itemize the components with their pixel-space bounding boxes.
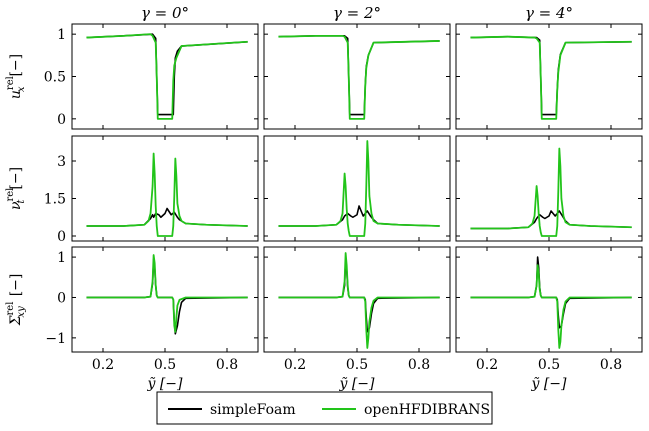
y-tick-label: 0: [57, 112, 66, 128]
x-tick-label: 0.2: [284, 357, 306, 373]
series-line-simplefoam: [86, 207, 248, 227]
series-line-simplefoam: [278, 35, 440, 116]
x-tick-label: 0.8: [600, 357, 622, 373]
panel-frame: [263, 23, 451, 130]
x-tick-label: 0.5: [538, 357, 560, 373]
legend-entry: simpleFoam: [210, 402, 296, 418]
x-axis-label: ỹ [−]: [338, 376, 375, 392]
row-y-axis-label: Σrelxy[−]: [5, 274, 27, 327]
panel: [263, 23, 451, 130]
panel: [263, 135, 451, 242]
row-y-axis-label: νrelt[−]: [5, 167, 27, 210]
panel-frame: [71, 246, 259, 353]
series-line-simplefoam: [278, 258, 440, 333]
series-line-simplefoam: [86, 258, 248, 335]
legend-entry: openHFDIBRANS: [364, 402, 490, 418]
panel: −1 0 1 0.2 0.5 0.8 ỹ [−]: [45, 246, 259, 392]
series-line-simplefoam: [86, 33, 248, 116]
x-axis-label: ỹ [−]: [530, 376, 567, 392]
x-tick-label: 0.2: [92, 357, 114, 373]
panel: 0.2 0.5 0.8 ỹ [−]: [455, 246, 643, 392]
series-line-openhfdibrans: [470, 35, 632, 120]
x-tick-label: 0.5: [346, 357, 368, 373]
panel: [455, 23, 643, 130]
series-line-openhfdibrans: [278, 140, 440, 237]
y-tick-label: 0: [57, 290, 66, 306]
panel: 0.2 0.5 0.8 ỹ [−]: [263, 246, 451, 392]
x-axis-label: ỹ [−]: [146, 376, 183, 392]
panel: 01.53: [44, 135, 259, 245]
y-tick-label: −1: [45, 331, 66, 347]
panel-frame: [455, 135, 643, 242]
series-line-simplefoam: [278, 205, 440, 227]
y-tick-label: 0.5: [44, 70, 66, 86]
column-title: γ = 4°: [525, 4, 573, 22]
series-line-openhfdibrans: [470, 147, 632, 237]
column-title: γ = 0°: [141, 4, 189, 22]
x-tick-label: 0.8: [216, 357, 238, 373]
x-tick-label: 0.8: [408, 357, 430, 373]
panel-frame: [71, 23, 259, 130]
row-y-axis-label: urelx[−]: [5, 54, 27, 99]
panel-frame: [455, 23, 643, 130]
series-line-openhfdibrans: [470, 264, 632, 349]
x-tick-label: 0.5: [154, 357, 176, 373]
panel: 00.51: [44, 23, 259, 130]
panel-frame: [263, 246, 451, 353]
series-line-openhfdibrans: [278, 34, 440, 120]
y-tick-label: 1: [57, 27, 66, 43]
panel: [455, 135, 643, 242]
series-line-openhfdibrans: [278, 252, 440, 349]
series-line-openhfdibrans: [86, 33, 248, 120]
y-tick-label: 0: [57, 229, 66, 245]
series-line-openhfdibrans: [86, 152, 248, 237]
series-line-simplefoam: [470, 256, 632, 329]
series-line-openhfdibrans: [86, 254, 248, 333]
column-title: γ = 2°: [333, 4, 381, 22]
y-tick-label: 1: [57, 250, 66, 266]
series-line-simplefoam: [470, 35, 632, 116]
panel-frame: [455, 246, 643, 353]
x-tick-label: 0.2: [476, 357, 498, 373]
y-tick-label: 1.5: [44, 192, 66, 208]
legend: simpleFoam openHFDIBRANS: [156, 391, 493, 425]
y-tick-label: 3: [57, 154, 66, 170]
